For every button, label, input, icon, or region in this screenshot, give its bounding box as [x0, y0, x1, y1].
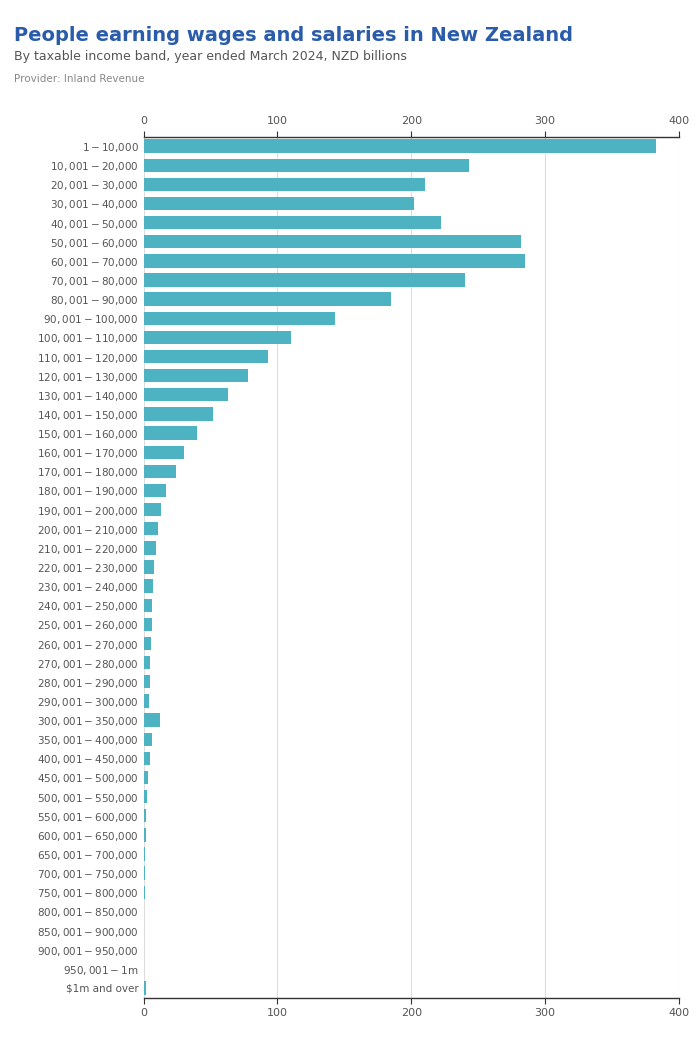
Bar [144, 503, 161, 517]
Bar [144, 713, 160, 727]
Bar [144, 235, 521, 249]
Bar [144, 140, 656, 152]
Bar [144, 694, 149, 708]
Bar [144, 733, 151, 746]
Bar [144, 982, 146, 994]
Bar [144, 522, 158, 536]
Bar [144, 656, 150, 669]
Bar [144, 484, 167, 497]
Bar [144, 216, 441, 229]
Bar [144, 866, 145, 880]
Bar [144, 810, 146, 822]
Bar [144, 675, 150, 689]
Bar [144, 293, 391, 306]
Bar [144, 331, 290, 344]
Bar [144, 637, 151, 650]
Bar [144, 159, 469, 172]
Bar [144, 196, 414, 210]
Bar [144, 828, 146, 841]
Text: Provider: Inland Revenue: Provider: Inland Revenue [14, 74, 144, 84]
Text: People earning wages and salaries in New Zealand: People earning wages and salaries in New… [14, 26, 573, 45]
Bar [144, 790, 147, 803]
Bar [144, 407, 213, 421]
Bar [144, 388, 228, 401]
Bar [144, 445, 183, 459]
Bar [144, 312, 335, 324]
Bar [144, 771, 148, 784]
Text: By taxable income band, year ended March 2024, NZD billions: By taxable income band, year ended March… [14, 50, 407, 63]
Bar [144, 847, 145, 861]
Bar [144, 752, 150, 765]
Bar [144, 177, 425, 191]
Bar [144, 885, 145, 899]
Bar [144, 273, 465, 287]
Bar [144, 369, 248, 382]
Bar [144, 541, 155, 554]
Bar [144, 580, 153, 593]
Bar [144, 617, 151, 631]
Bar [144, 465, 176, 478]
Bar [144, 254, 525, 268]
Bar [144, 561, 154, 573]
Bar [144, 426, 197, 440]
Text: figure.nz: figure.nz [561, 17, 645, 34]
Bar [144, 598, 152, 612]
Bar [144, 350, 268, 363]
